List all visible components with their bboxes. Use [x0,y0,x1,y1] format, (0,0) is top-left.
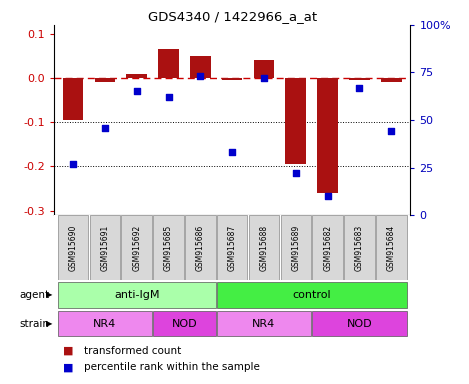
Text: percentile rank within the sample: percentile rank within the sample [84,362,260,372]
Text: ■: ■ [63,346,74,356]
Bar [217,311,311,336]
Text: strain: strain [19,318,49,329]
Point [101,124,109,131]
Text: ▶: ▶ [46,319,53,328]
Text: NR4: NR4 [93,318,116,329]
Bar [344,215,375,280]
Bar [158,49,179,78]
Bar [126,74,147,78]
Text: ■: ■ [63,362,74,372]
Point [69,161,77,167]
Text: GDS4340 / 1422966_a_at: GDS4340 / 1422966_a_at [148,10,317,23]
Text: agent: agent [19,290,49,300]
Point [133,88,140,94]
Text: GSM915689: GSM915689 [291,225,300,271]
Text: GSM915684: GSM915684 [387,225,396,271]
Text: GSM915688: GSM915688 [259,225,268,271]
Bar [217,215,248,280]
Bar [312,215,343,280]
Bar [58,215,88,280]
Text: GSM915682: GSM915682 [323,225,332,271]
Point [387,128,395,134]
Bar [249,215,279,280]
Bar [222,78,242,80]
Bar [318,78,338,193]
Point [197,73,204,79]
Text: ▶: ▶ [46,290,53,299]
Text: control: control [292,290,331,300]
Bar [217,282,407,308]
Bar [90,215,120,280]
Bar [312,311,407,336]
Text: transformed count: transformed count [84,346,182,356]
Text: GSM915687: GSM915687 [227,225,237,271]
Text: NR4: NR4 [252,318,276,329]
Point [324,193,332,199]
Text: NOD: NOD [172,318,197,329]
Point [165,94,172,100]
Bar [58,282,216,308]
Point [292,170,300,176]
Bar [95,78,115,83]
Bar [349,78,370,80]
Text: anti-IgM: anti-IgM [114,290,159,300]
Text: GSM915683: GSM915683 [355,225,364,271]
Point [356,84,363,91]
Text: GSM915690: GSM915690 [68,225,77,271]
Bar [153,215,184,280]
Point [228,149,236,156]
Bar [63,78,83,120]
Bar [376,215,407,280]
Text: GSM915685: GSM915685 [164,225,173,271]
Bar [286,78,306,164]
Bar [58,311,152,336]
Bar [280,215,311,280]
Text: GSM915691: GSM915691 [100,225,109,271]
Text: GSM915686: GSM915686 [196,225,205,271]
Bar [153,311,216,336]
Point [260,75,268,81]
Bar [381,78,401,83]
Bar [254,60,274,78]
Bar [185,215,216,280]
Bar [121,215,152,280]
Bar [190,56,211,78]
Text: NOD: NOD [347,318,372,329]
Text: GSM915692: GSM915692 [132,225,141,271]
